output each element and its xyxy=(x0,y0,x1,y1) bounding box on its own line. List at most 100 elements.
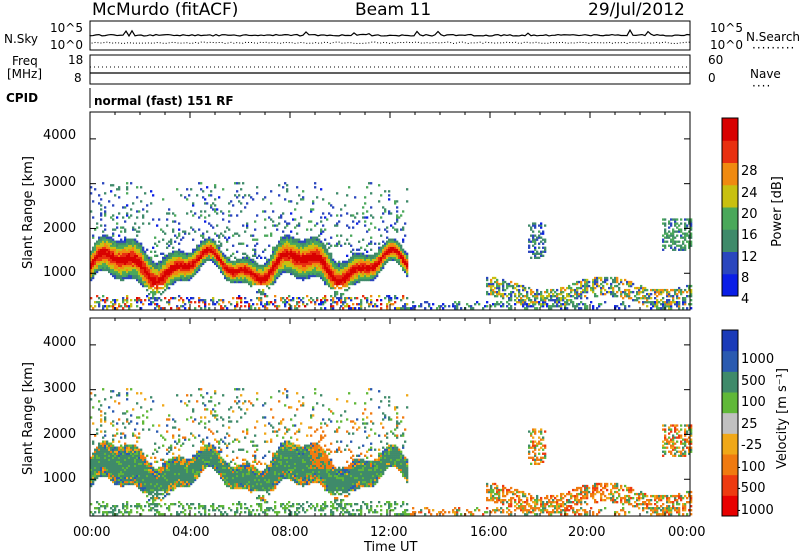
power-cell xyxy=(198,262,201,266)
velocity-cell xyxy=(294,470,297,474)
velocity-cell xyxy=(110,396,113,399)
velocity-cell xyxy=(182,484,185,488)
velocity-cell xyxy=(240,478,243,482)
power-cell xyxy=(102,258,105,262)
power-cell xyxy=(188,252,191,255)
power-cell xyxy=(128,272,131,276)
power-cell xyxy=(274,250,277,253)
velocity-cell xyxy=(202,468,205,472)
power-cell xyxy=(170,307,173,310)
power-cell xyxy=(272,264,275,268)
power-cell xyxy=(92,258,95,262)
velocity-cell xyxy=(250,468,253,472)
power-cell xyxy=(90,278,93,282)
velocity-cell xyxy=(254,486,257,490)
velocity-cell xyxy=(274,458,277,461)
velocity-cell xyxy=(174,440,177,443)
power-cell xyxy=(314,238,317,241)
power-cell xyxy=(178,262,181,266)
power-cell xyxy=(170,240,173,243)
velocity-cell xyxy=(228,442,231,445)
velocity-cell xyxy=(114,507,117,510)
power-cell xyxy=(260,276,263,280)
velocity-cell xyxy=(168,486,171,490)
power-cell xyxy=(182,236,185,239)
velocity-cell xyxy=(156,476,159,480)
velocity-cell xyxy=(220,511,223,514)
velocity-cell xyxy=(126,420,129,423)
power-cell xyxy=(234,276,237,280)
power-cell xyxy=(290,262,293,266)
power-cell xyxy=(218,250,221,253)
velocity-cell xyxy=(278,470,281,474)
velocity-cell xyxy=(124,448,127,451)
velocity-cell xyxy=(108,460,111,463)
velocity-cell xyxy=(120,454,123,457)
power-cell xyxy=(114,252,117,255)
power-cell xyxy=(96,256,99,260)
power-cell xyxy=(164,254,167,257)
power-cell xyxy=(162,282,165,286)
velocity-cell xyxy=(296,476,299,480)
power-cell xyxy=(180,305,183,308)
power-cell xyxy=(200,307,203,310)
velocity-cell xyxy=(314,388,317,391)
power-cell xyxy=(110,270,113,274)
power-cell xyxy=(308,244,311,247)
power-cell xyxy=(256,192,259,195)
velocity-cell xyxy=(170,448,173,451)
power-cell xyxy=(258,278,261,282)
velocity-cell xyxy=(110,466,113,470)
power-cell xyxy=(130,264,133,268)
velocity-cell xyxy=(108,454,111,457)
velocity-cell xyxy=(310,468,313,472)
power-cell xyxy=(116,266,119,270)
power-cell xyxy=(302,272,305,276)
velocity-cell xyxy=(278,478,281,482)
power-cell xyxy=(212,254,215,257)
power-cell xyxy=(210,256,213,260)
x-tick-5: 20:00 xyxy=(568,525,606,540)
power-cell xyxy=(138,260,141,264)
velocity-cell xyxy=(248,464,251,468)
velocity-cell xyxy=(292,503,295,506)
power-cell xyxy=(292,299,295,302)
power-cell xyxy=(246,244,249,247)
power-cell xyxy=(96,260,99,264)
velocity-cell xyxy=(178,505,181,508)
velocity-cell xyxy=(298,480,301,484)
velocity-cell xyxy=(318,462,321,466)
power-cell xyxy=(172,264,175,268)
velocity-cell xyxy=(256,398,259,401)
velocity-cell xyxy=(218,468,221,472)
power-cell xyxy=(244,305,247,308)
power-cell xyxy=(138,256,141,260)
velocity-cell xyxy=(260,503,263,506)
power-cell xyxy=(238,264,241,268)
power-cell xyxy=(160,274,163,278)
velocity-cell xyxy=(126,480,129,484)
power-cell xyxy=(182,258,185,262)
velocity-cell xyxy=(132,460,135,463)
velocity-cell xyxy=(242,462,245,466)
power-cell xyxy=(128,307,131,310)
power-cell xyxy=(246,222,249,225)
velocity-cell xyxy=(142,509,145,512)
velocity-cell xyxy=(216,466,219,470)
velocity-cell xyxy=(218,440,221,443)
power-cell xyxy=(112,214,115,217)
velocity-cell xyxy=(156,492,159,496)
velocity-cell xyxy=(198,472,201,476)
vel-cbar-tick-minus1000: -1000 xyxy=(736,503,774,518)
velocity-cell xyxy=(110,464,113,468)
power-cell xyxy=(176,264,179,268)
power-cell xyxy=(204,301,207,304)
velocity-cell xyxy=(182,476,185,480)
power-cell xyxy=(106,250,109,253)
velocity-cell xyxy=(256,468,259,472)
power-cell xyxy=(132,258,135,262)
noise-right-tick-top: 10^5 xyxy=(710,21,743,35)
power-cell xyxy=(298,266,301,270)
velocity-cell xyxy=(140,460,143,463)
velocity-cell xyxy=(198,464,201,468)
